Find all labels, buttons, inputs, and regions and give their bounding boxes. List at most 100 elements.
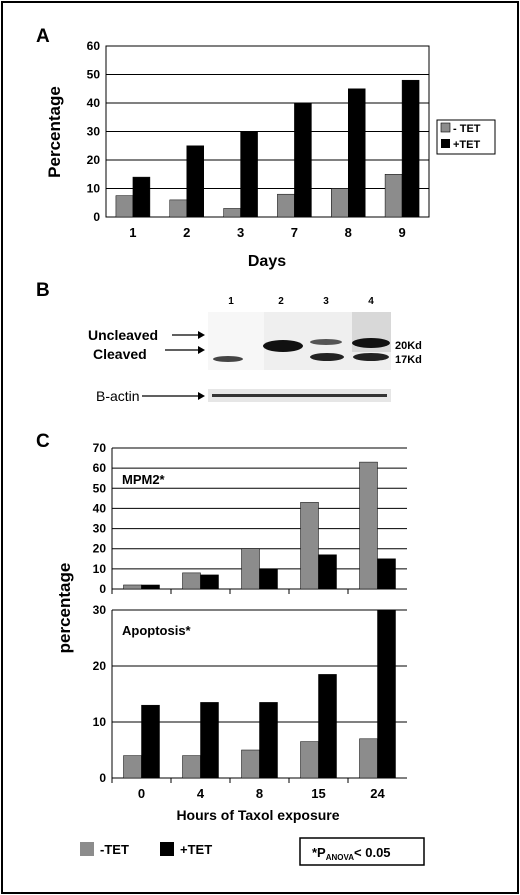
y-tick-label: 10 [93,562,107,576]
bar [377,558,396,590]
y-tick-label: 40 [87,96,101,110]
y-tick-label: 50 [87,68,101,82]
bar [348,88,366,218]
band-lane3-cleaved [310,353,344,361]
bar [200,574,219,590]
bar [141,584,160,590]
bar [277,193,295,218]
bar [377,609,396,779]
panel-label-a: A [36,26,50,47]
bar [401,79,420,218]
plot-frame [105,45,430,218]
y-tick-label: 30 [93,603,107,617]
bar [294,102,312,218]
y-tick-label: 60 [87,39,101,53]
bar [259,568,278,590]
chart-c-apoptosis: 0 10 20 30 0 4 8 15 24 [93,603,407,801]
x-tick-label: 7 [291,225,298,240]
bar [318,674,337,779]
lane-label-3: 3 [323,296,329,307]
legend-c-plus: +TET [180,842,212,857]
chart-c-ylabel: percentage [55,563,74,654]
y-tick-label: 40 [93,501,107,515]
y-tick-label: 10 [87,182,101,196]
bar [384,174,403,218]
bar [300,502,319,590]
uncleaved-arrowhead [198,331,205,339]
cleaved-label: Cleaved [93,346,147,362]
x-tick-label: 8 [256,786,263,801]
chart-a-legend-minus: - TET [453,123,481,135]
lane-label-2: 2 [278,296,284,307]
x-tick-label: 8 [345,225,352,240]
uncleaved-label: Uncleaved [88,327,158,343]
y-tick-label: 0 [93,210,100,224]
x-tick-label: 9 [398,225,405,240]
anova-prefix: *P [312,845,326,860]
y-tick-label: 20 [93,659,107,673]
chart-c-apoptosis-title: Apoptosis* [122,623,192,638]
y-tick-label: 50 [93,481,107,495]
anova-note: *PANOVA< 0.05 [312,845,391,862]
bar [200,702,219,779]
y-tick-label: 0 [99,582,106,596]
chart-c-xlabel: Hours of Taxol exposure [176,807,339,823]
actin-label: B-actin [96,388,140,404]
bar [132,176,151,218]
bar [182,572,201,590]
bar [359,461,378,590]
bar [123,584,142,590]
anova-sub: ANOVA [326,853,355,862]
bar [259,702,278,779]
chart-a-xlabel: Days [248,253,286,270]
bar [241,548,260,590]
band-lane1-cleaved [213,356,243,362]
x-tick-label: 1 [129,225,136,240]
x-tick-label: 15 [311,786,325,801]
bar [359,738,378,779]
y-tick-label: 70 [93,441,107,455]
y-tick-label: 20 [87,153,101,167]
band-lane3-uncleaved [310,339,342,345]
y-tick-label: 0 [99,771,106,785]
y-tick-label: 30 [93,522,107,536]
bar [223,208,241,218]
actin-band [212,394,387,397]
bar [240,131,258,218]
band-lane2-uncleaved [263,340,303,352]
band-lane4-uncleaved [352,338,390,348]
band-lane4-cleaved [353,353,389,361]
y-tick-label: 60 [93,461,107,475]
chart-a-ylabel: Percentage [45,86,64,178]
y-tick-label: 10 [93,715,107,729]
size-17kd: 17Kd [395,354,422,366]
bar [300,741,319,779]
chart-a: 0 10 20 30 40 50 60 1 2 3 7 8 9 [87,39,430,240]
actin-arrowhead [198,392,205,400]
anova-suffix: < 0.05 [354,845,391,860]
bar [331,188,349,218]
size-20kd: 20Kd [395,340,422,352]
legend-c-swatch-plus [160,842,174,856]
bar [186,145,204,218]
x-tick-label: 0 [138,786,145,801]
bar [123,755,142,779]
chart-a-legend-plus: +TET [453,139,480,151]
lane-label-4: 4 [368,296,374,307]
legend-c-swatch-minus [80,842,94,856]
x-tick-label: 3 [237,225,244,240]
panel-label-c: C [36,431,50,452]
bar [241,749,260,779]
cleaved-arrowhead [198,346,205,354]
western-blot: 1 2 3 4 Uncleaved Cleaved 20Kd 17Kd B-ac… [88,296,422,404]
bar [141,704,160,779]
x-tick-label: 24 [370,786,385,801]
chart-a-legend-swatch-plus [441,139,450,148]
chart-a-legend-swatch-minus [440,122,451,133]
x-tick-label: 4 [197,786,205,801]
bar [169,199,187,218]
chart-c-mpm2-title: MPM2* [122,472,166,487]
chart-c-mpm2: 0 10 20 30 40 50 60 70 [93,441,407,596]
